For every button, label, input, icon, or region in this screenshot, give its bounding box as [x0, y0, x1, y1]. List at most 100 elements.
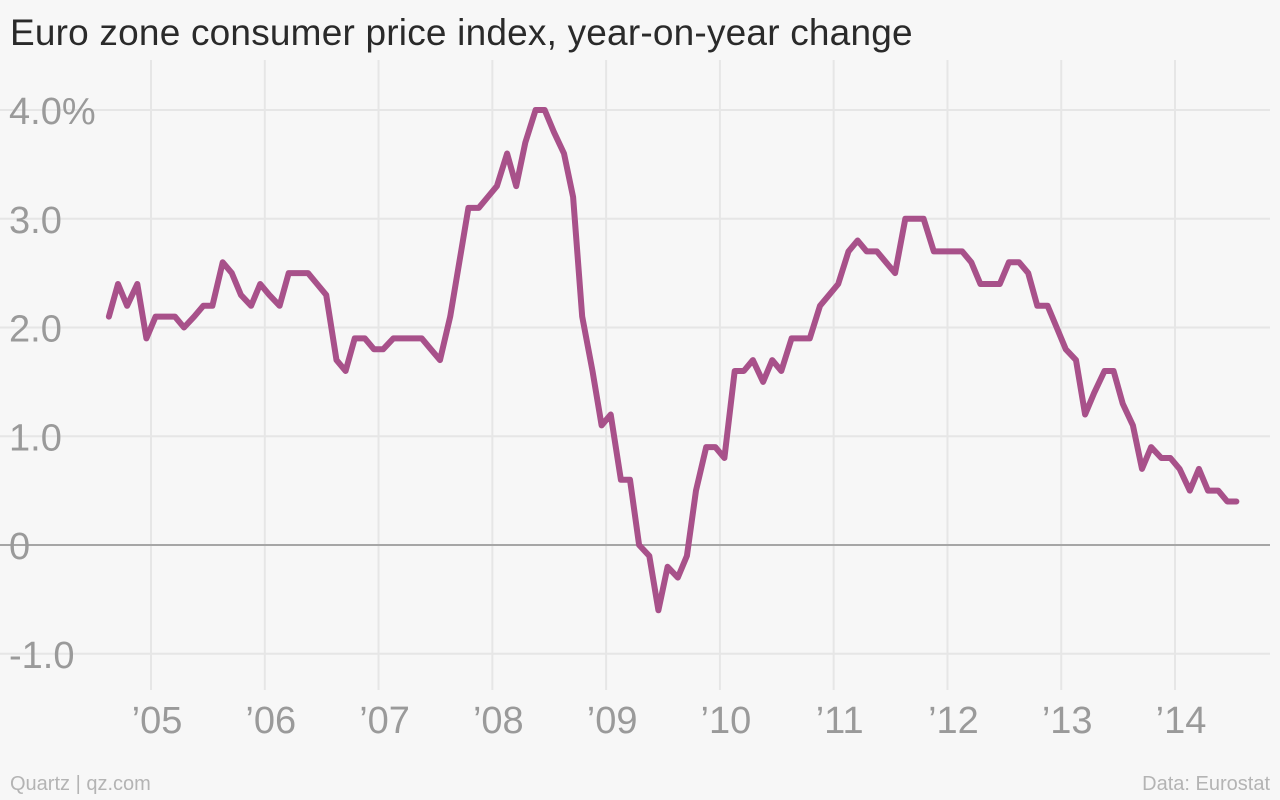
data-point [136, 282, 139, 286]
series-line [105, 107, 1240, 614]
data-point [989, 282, 992, 286]
data-point [1226, 500, 1229, 503]
data-point [1188, 489, 1192, 492]
footer-data-source: Data: Eurostat [1142, 773, 1270, 795]
x-tick-label: ’07 [359, 700, 410, 742]
data-point [477, 206, 480, 210]
x-tick-label: ’09 [587, 700, 638, 742]
x-axis-tick-labels: ’05 ’06 ’07 ’08 ’09 ’10 ’11 ’12 ’13 ’14 [132, 700, 1207, 742]
x-tick-label: ’06 [245, 700, 296, 742]
data-point [182, 326, 186, 329]
data-point [591, 369, 594, 373]
horizontal-gridlines [0, 109, 1270, 655]
data-point [998, 282, 1001, 286]
data-point [827, 293, 831, 297]
data-point [818, 304, 822, 307]
data-point [164, 315, 167, 318]
data-point [1103, 369, 1106, 373]
data-point [458, 261, 461, 264]
data-point [922, 217, 925, 220]
data-point [438, 358, 442, 362]
vertical-gridlines [150, 60, 1176, 690]
data-point [884, 261, 888, 264]
data-point [1112, 369, 1115, 373]
data-point [401, 337, 404, 340]
data-point [799, 337, 802, 340]
data-point [950, 250, 954, 253]
data-point [1007, 261, 1011, 264]
data-points [107, 108, 1238, 612]
data-point [733, 369, 736, 373]
data-point [107, 315, 111, 318]
data-point [552, 130, 555, 133]
data-point [221, 261, 224, 264]
data-point [1121, 402, 1124, 405]
data-point [1235, 500, 1238, 503]
data-point [543, 108, 546, 112]
data-point [392, 337, 395, 340]
data-point [1083, 413, 1087, 416]
data-point [524, 141, 527, 144]
data-point [1217, 489, 1220, 492]
data-point [676, 576, 679, 579]
data-point [363, 337, 367, 340]
data-point [486, 195, 489, 199]
x-tick-label: ’11 [816, 700, 864, 742]
data-point [865, 250, 868, 253]
y-tick-label: -1.0 [9, 635, 74, 677]
data-point [694, 489, 698, 492]
data-point [193, 315, 196, 318]
data-point [742, 369, 745, 373]
data-point [268, 293, 271, 297]
data-point [372, 348, 376, 351]
data-point [353, 337, 356, 340]
data-point [344, 369, 347, 373]
series-layer [105, 107, 1240, 614]
data-point [600, 424, 603, 427]
y-tick-label: 0 [9, 526, 30, 568]
data-point [249, 304, 253, 307]
y-tick-label: 2.0 [9, 309, 62, 351]
data-point [637, 543, 641, 547]
data-point [1074, 358, 1078, 362]
data-point [1064, 348, 1068, 351]
data-point [856, 239, 859, 242]
data-point [420, 337, 423, 340]
data-point [173, 315, 177, 318]
data-point [562, 152, 566, 155]
data-point [1027, 271, 1030, 275]
data-point [837, 282, 840, 286]
data-point [515, 184, 518, 188]
data-point [771, 358, 774, 362]
data-point [714, 445, 717, 449]
data-point [449, 315, 452, 318]
data-point [211, 304, 214, 307]
y-axis-tick-labels: 4.0% 3.0 2.0 1.0 0 -1.0 [9, 91, 96, 677]
data-point [666, 565, 669, 568]
data-point [505, 152, 509, 155]
data-point [534, 108, 537, 112]
x-tick-label: ’14 [1156, 700, 1207, 742]
data-point [259, 282, 262, 286]
data-point [239, 293, 243, 297]
data-point [1169, 456, 1172, 460]
data-point [581, 315, 584, 318]
y-tick-label: 1.0 [9, 417, 62, 459]
data-point [619, 478, 623, 481]
data-point [780, 369, 783, 373]
data-point [904, 217, 907, 220]
data-point [961, 250, 964, 253]
data-point [1160, 456, 1163, 460]
footer-credit: Quartz | qz.com [10, 773, 151, 795]
data-point [202, 304, 205, 307]
data-point [941, 250, 945, 253]
data-point [571, 195, 575, 199]
data-point [761, 380, 765, 384]
data-point [1197, 467, 1201, 471]
data-point [287, 271, 290, 275]
data-point [970, 261, 973, 264]
data-point [1206, 489, 1210, 492]
x-tick-label: ’10 [701, 700, 752, 742]
data-point [875, 250, 879, 253]
